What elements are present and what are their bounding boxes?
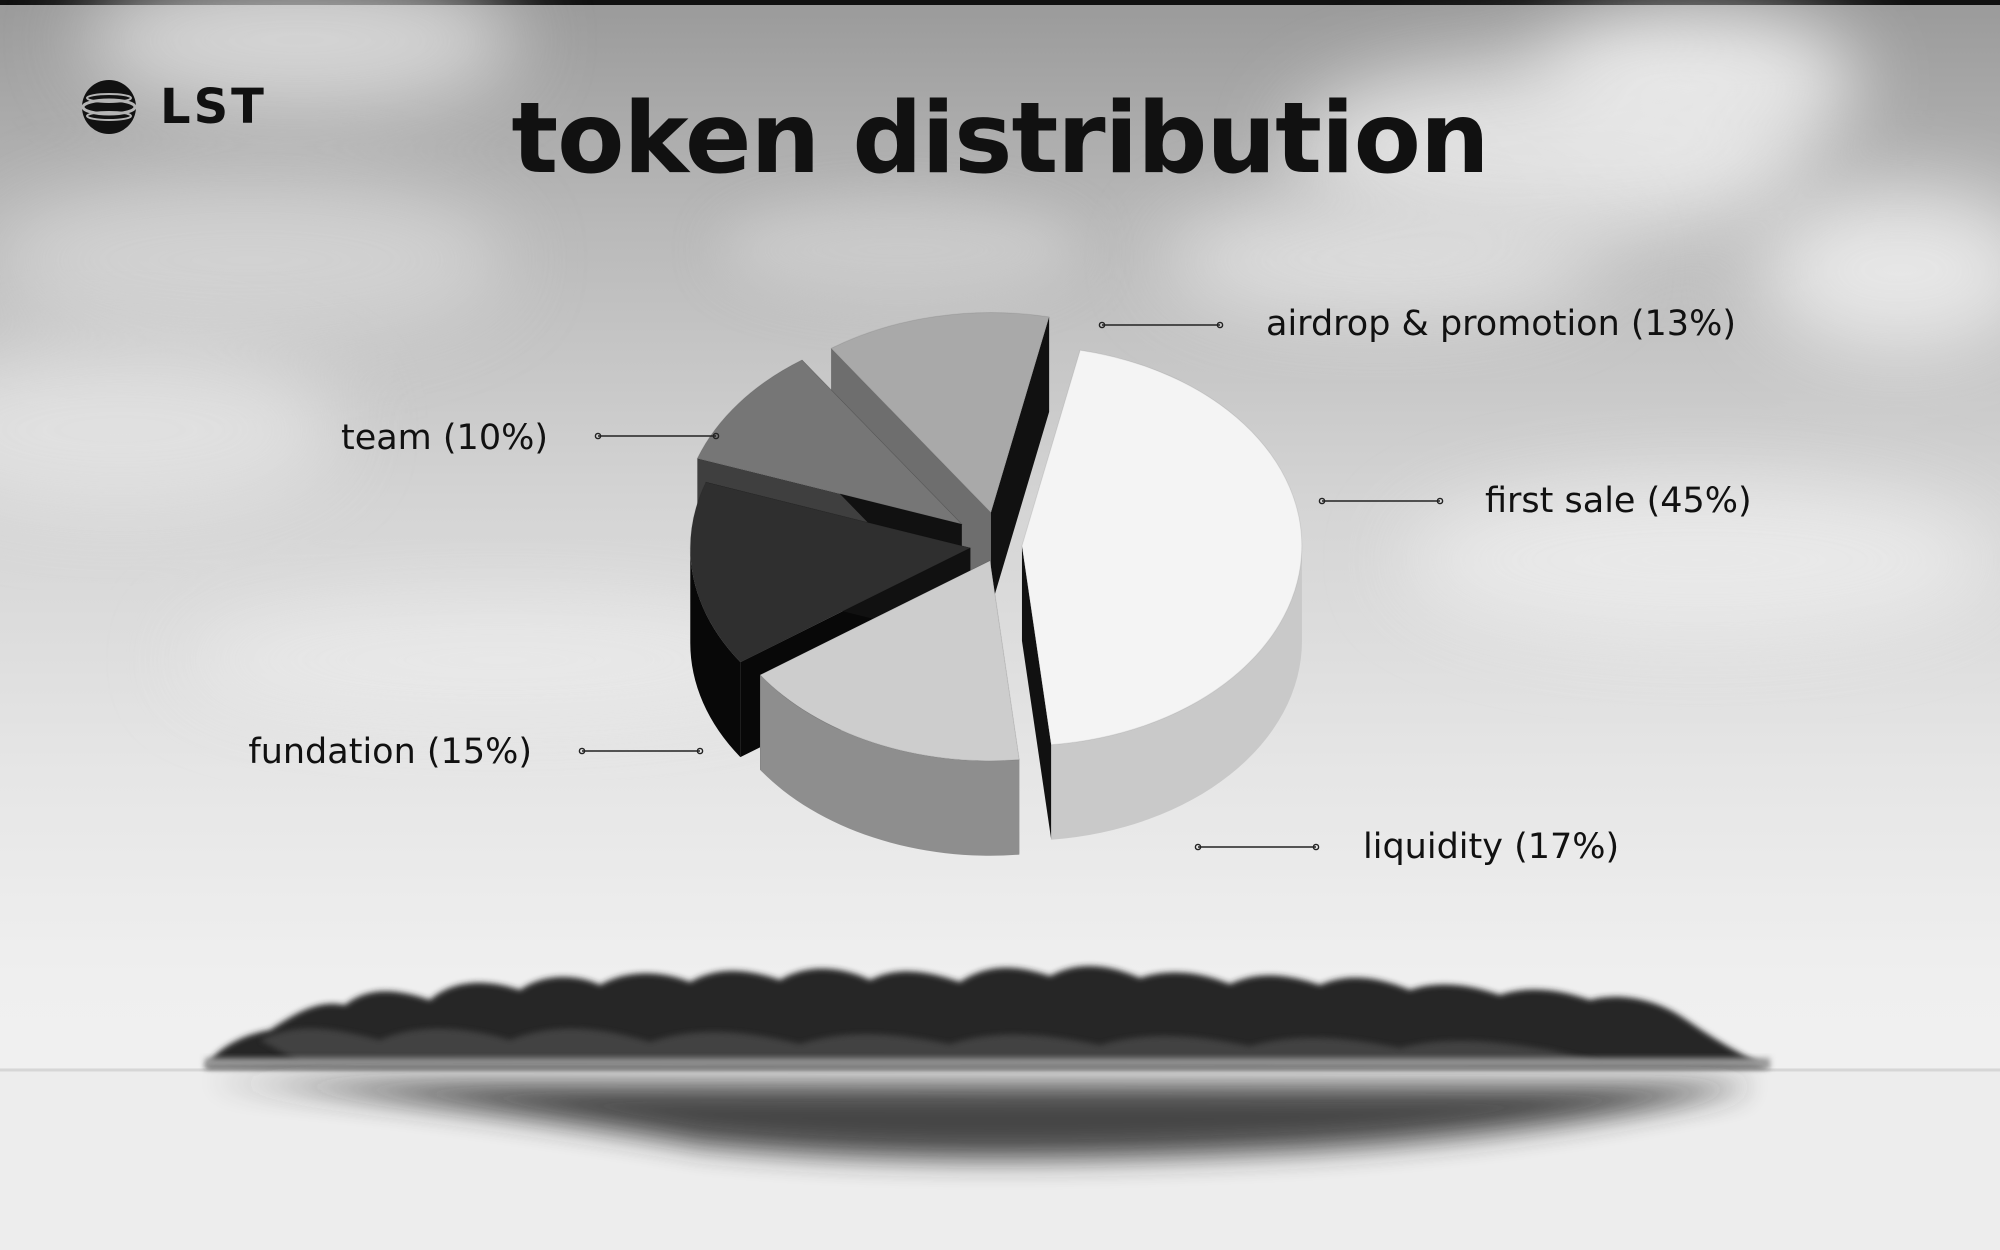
- leader-dot: [1436, 497, 1444, 505]
- pie-slice-cut-face: [1021, 545, 1052, 840]
- pie-slice-top-airdrop-promotion: [830, 312, 1050, 514]
- page-title: token distribution: [511, 82, 1489, 196]
- slice-label: liquidity (17%): [1363, 827, 1619, 867]
- leader-dot: [1312, 843, 1320, 851]
- pie-slice-top-first-sale: [1021, 349, 1303, 746]
- slice-label: fundation (15%): [248, 732, 532, 772]
- logo-globe-icon: [81, 80, 137, 134]
- pie-slice-top-team: [696, 359, 964, 526]
- pie-slice-wall: [1051, 545, 1302, 840]
- leader-dot: [696, 747, 704, 755]
- slice-label: first sale (45%): [1485, 481, 1752, 521]
- pie-tops: [689, 312, 1303, 762]
- leader-dot: [1194, 843, 1202, 851]
- leader-dot: [578, 747, 586, 755]
- slice-label: airdrop & promotion (13%): [1266, 304, 1736, 344]
- leader-dot: [712, 432, 720, 440]
- pie-slice-top-fundation: [689, 481, 972, 663]
- pie-slice-cut-face: [990, 316, 1050, 608]
- logo[interactable]: LST: [80, 78, 267, 136]
- pie-slice-wall: [690, 547, 741, 758]
- leader-dot: [1318, 497, 1326, 505]
- logo-text: LST: [160, 79, 267, 135]
- top-border: [0, 0, 2000, 5]
- pie-labels: first sale (45%) liquidity (17%) fundation…: [248, 304, 1751, 867]
- leader-dot: [594, 432, 602, 440]
- slice-label: team (10%): [341, 418, 548, 458]
- pie-slice-top-liquidity: [759, 559, 1020, 762]
- leader-dot: [1216, 321, 1224, 329]
- leader-dot: [1098, 321, 1106, 329]
- pie-slice-wall: [760, 674, 1020, 856]
